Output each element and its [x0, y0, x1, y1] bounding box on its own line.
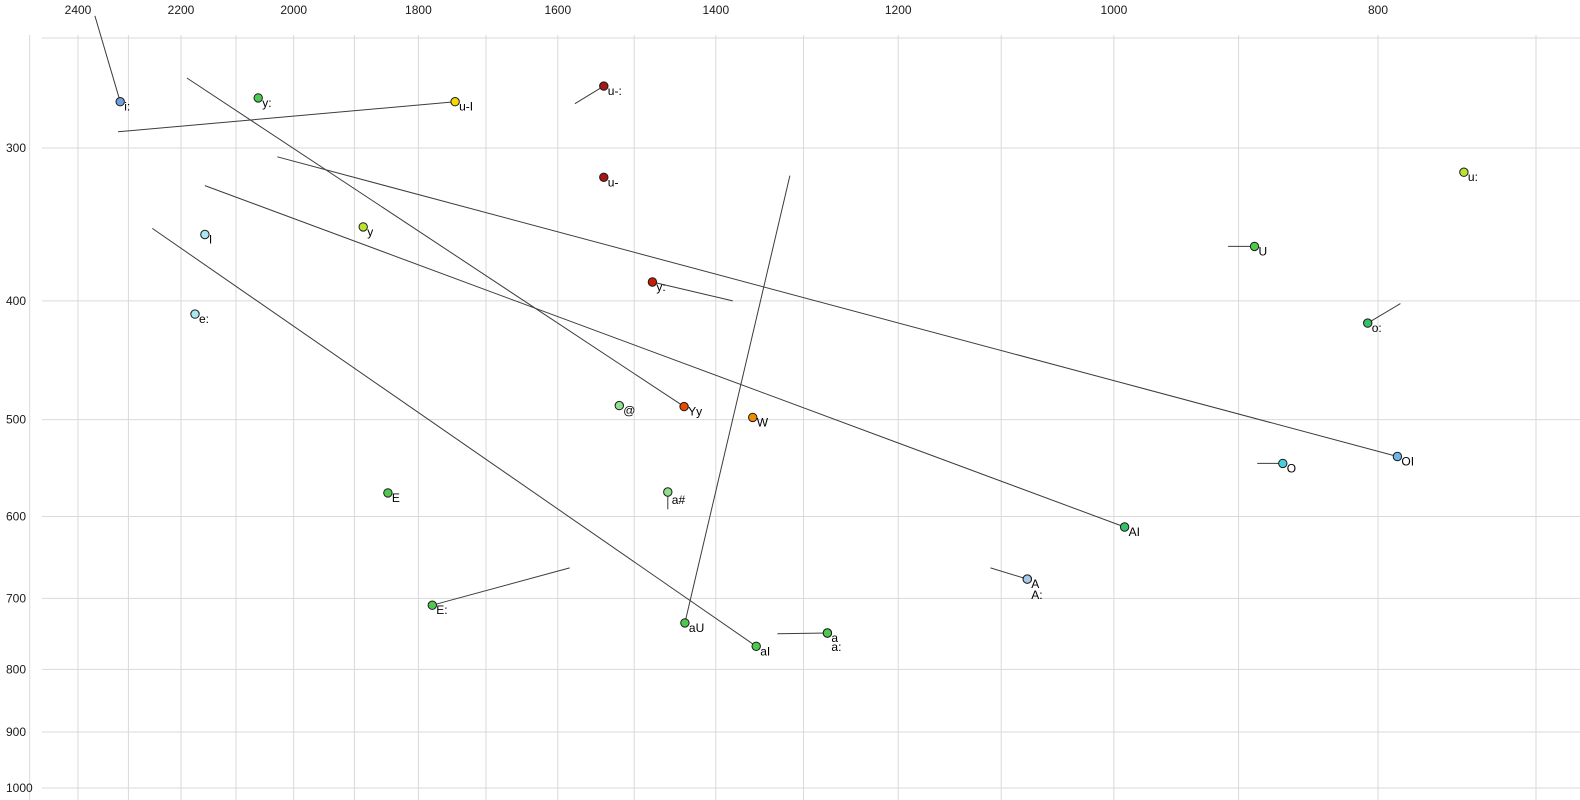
vowel-dot [748, 412, 758, 423]
y-tick-label: 400 [6, 294, 26, 308]
trajectory-line [432, 567, 570, 606]
x-tick-label: 1400 [702, 3, 729, 17]
vowel-dot [450, 97, 460, 107]
x-tick-label: 2000 [280, 3, 307, 17]
vowel-label: OI [1401, 455, 1414, 469]
vowel-dot [822, 628, 833, 638]
vowel-label: u: [1468, 170, 1478, 184]
vowel-dot [115, 97, 125, 107]
vowel-label: I [209, 233, 212, 247]
vowel-dot [599, 81, 609, 91]
vowel-dot [383, 488, 393, 498]
vowel-dot [1278, 458, 1288, 469]
x-tick-label: 800 [1368, 3, 1388, 17]
vowel-dot [200, 229, 210, 240]
vowel-dot [1363, 318, 1373, 328]
vowel-label: o: [1372, 321, 1382, 335]
vowel-label: a: [831, 640, 841, 654]
trajectory-line [652, 281, 733, 302]
vowel-label: U [1259, 244, 1268, 258]
vowel-dot [751, 641, 761, 651]
trajectory-line [777, 632, 828, 635]
trajectory-line [574, 85, 605, 105]
vowel-dot [427, 600, 437, 610]
y-tick-label: 700 [6, 591, 26, 605]
vowel-label: Yy [688, 405, 702, 419]
vowel-dot [647, 277, 658, 287]
vowel-label: u- [608, 175, 619, 189]
vowel-dot [1392, 451, 1403, 462]
vowel-dot [599, 172, 609, 183]
vowel-label: @ [623, 404, 635, 418]
trajectory-line [684, 175, 791, 624]
vowel-label: W [757, 415, 769, 429]
vowel-label: u-: [608, 84, 622, 98]
trajectory-line [990, 567, 1028, 580]
vowel-label: aU [689, 621, 704, 635]
vowel-label: e: [199, 312, 209, 326]
vowel-dot [1119, 522, 1130, 532]
x-tick-label: 1200 [885, 3, 912, 17]
vowel-label: y [367, 225, 373, 239]
x-tick-label: 2200 [168, 3, 195, 17]
trajectory-line [204, 185, 1125, 528]
y-tick-label: 900 [6, 725, 26, 739]
vowel-dot [358, 222, 368, 232]
vowel-dot [1459, 167, 1469, 177]
y-tick-label: 500 [6, 413, 26, 427]
trajectory-line [1367, 303, 1401, 324]
y-tick-label: 600 [6, 510, 26, 524]
vowel-label: E: [436, 603, 447, 617]
vowel-dot [679, 401, 689, 412]
y-tick-label: 1000 [6, 781, 33, 795]
vowel-dot [663, 487, 673, 497]
trajectory-line [277, 156, 1398, 457]
vowel-dot [1022, 574, 1033, 584]
x-tick-label: 2400 [65, 3, 92, 17]
vowel-label: O [1287, 461, 1296, 475]
trajectory-line [118, 101, 456, 133]
x-tick-label: 1600 [544, 3, 571, 17]
y-tick-label: 300 [6, 141, 26, 155]
vowel-dot [253, 93, 263, 103]
vowel-label: aI [760, 644, 770, 658]
vowel-label: AI [1129, 525, 1140, 539]
vowel-label: u-I [459, 100, 473, 114]
vowel-label: A: [1031, 588, 1042, 602]
trajectory-line [94, 15, 121, 102]
vowel-label: A [1031, 577, 1039, 591]
vowel-label: i: [124, 100, 130, 114]
vowel-dot [190, 309, 200, 319]
trajectory-line [152, 227, 757, 647]
vowel-label: a# [672, 493, 686, 507]
vowel-label: y: [656, 280, 665, 294]
vowel-dot [614, 400, 624, 411]
vowel-label: a [831, 631, 838, 645]
vowel-dot [1249, 241, 1260, 252]
vowel-label: y: [262, 96, 271, 110]
vowel-label: E [392, 491, 400, 505]
y-tick-label: 800 [6, 662, 26, 676]
x-tick-label: 1800 [405, 3, 432, 17]
vowel-dot [680, 618, 690, 628]
trajectory-line [186, 77, 685, 408]
x-tick-label: 1000 [1101, 3, 1128, 17]
